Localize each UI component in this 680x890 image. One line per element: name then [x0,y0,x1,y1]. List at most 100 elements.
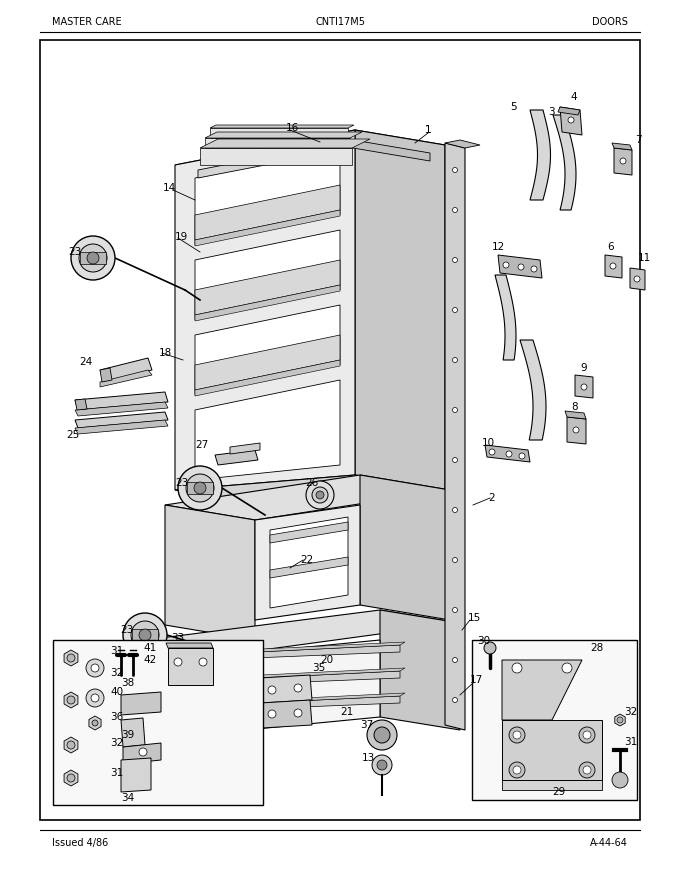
Circle shape [509,727,525,743]
Text: 14: 14 [163,183,176,193]
Circle shape [452,167,458,173]
Text: 19: 19 [175,232,188,242]
Polygon shape [445,140,480,148]
Circle shape [452,408,458,412]
Text: 22: 22 [300,555,313,565]
Circle shape [452,698,458,702]
Polygon shape [270,522,348,543]
Circle shape [67,696,75,704]
Polygon shape [155,696,400,713]
Text: 18: 18 [159,348,172,358]
Polygon shape [270,557,348,578]
Polygon shape [165,475,450,520]
Polygon shape [502,755,602,790]
Polygon shape [195,148,340,245]
Circle shape [67,774,75,782]
Polygon shape [612,143,632,150]
Text: 12: 12 [492,242,505,252]
Text: 24: 24 [79,357,92,367]
Circle shape [268,686,276,694]
Polygon shape [121,692,161,715]
Polygon shape [575,375,593,398]
Polygon shape [168,648,213,685]
Polygon shape [195,305,340,395]
Text: 16: 16 [286,123,299,133]
Circle shape [316,491,324,499]
Circle shape [67,741,75,749]
Polygon shape [605,255,622,278]
Polygon shape [195,210,340,246]
Circle shape [452,308,458,312]
Polygon shape [145,610,460,655]
Polygon shape [210,125,354,128]
Polygon shape [195,230,340,320]
Polygon shape [89,716,101,730]
Circle shape [91,664,99,672]
Polygon shape [132,629,158,641]
Polygon shape [565,411,586,419]
Circle shape [367,720,397,750]
Circle shape [612,772,628,788]
Text: 11: 11 [638,253,651,263]
Text: 39: 39 [121,730,134,740]
Text: 13: 13 [362,753,375,763]
Polygon shape [100,370,152,387]
Polygon shape [166,643,213,648]
Polygon shape [195,260,340,315]
Polygon shape [64,737,78,753]
Polygon shape [270,517,348,608]
Polygon shape [75,402,168,416]
Polygon shape [80,252,106,264]
Polygon shape [155,668,405,683]
Circle shape [86,659,104,677]
Circle shape [294,684,302,692]
Circle shape [579,762,595,778]
Text: 40: 40 [110,687,123,697]
Text: 23: 23 [68,247,81,257]
Polygon shape [502,660,582,720]
Polygon shape [380,610,460,730]
Circle shape [452,207,458,213]
Text: 31: 31 [110,646,123,656]
Text: 1: 1 [425,125,432,135]
Polygon shape [445,143,465,730]
Text: 15: 15 [468,613,481,623]
Text: 23: 23 [120,625,133,635]
Circle shape [513,766,521,774]
Polygon shape [195,380,340,480]
Circle shape [489,449,495,455]
Circle shape [294,709,302,717]
Text: 42: 42 [143,655,156,665]
Circle shape [610,263,616,269]
Polygon shape [155,645,400,662]
Circle shape [139,748,147,756]
Polygon shape [195,360,340,396]
Polygon shape [75,392,168,410]
Polygon shape [121,758,151,792]
Polygon shape [195,285,340,321]
Circle shape [583,731,591,739]
Polygon shape [165,505,255,640]
Polygon shape [75,420,168,434]
Text: 2: 2 [488,493,494,503]
Circle shape [71,236,115,280]
Bar [40,40,640,820]
Circle shape [617,717,623,723]
Text: 33: 33 [171,633,184,643]
Polygon shape [121,718,145,747]
Polygon shape [558,107,580,115]
Polygon shape [64,692,78,708]
Circle shape [518,264,524,270]
Text: 32: 32 [110,668,123,678]
Text: 28: 28 [590,643,603,653]
Circle shape [174,658,182,666]
Circle shape [506,451,512,457]
Polygon shape [200,139,370,148]
Circle shape [452,608,458,612]
Circle shape [509,762,525,778]
Circle shape [531,266,537,272]
Circle shape [562,663,572,673]
Text: 20: 20 [320,655,333,665]
Circle shape [620,158,626,164]
Text: 34: 34 [121,793,134,803]
